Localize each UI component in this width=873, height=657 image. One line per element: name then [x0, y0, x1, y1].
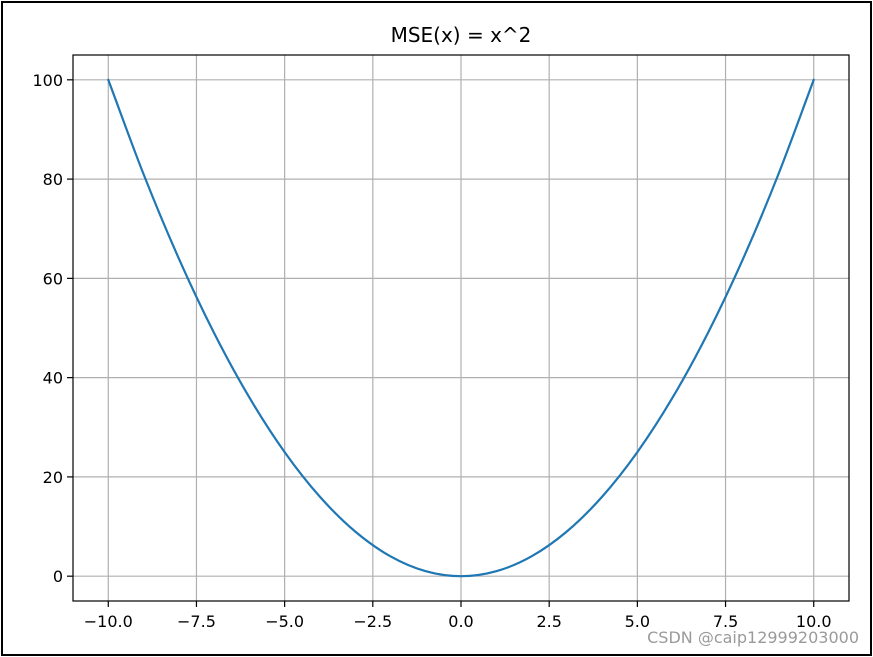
series-layer: [107, 78, 815, 578]
y-tick-label: 40: [43, 369, 63, 388]
x-tick-label: −7.5: [177, 612, 216, 631]
x-axis: −10.0 −7.5 −5.0 −2.5 0.0 2.5 5.0 7.5 10.0: [84, 601, 832, 631]
chart-title: MSE(x) = x^2: [391, 23, 532, 47]
x-tick-label: 2.5: [536, 612, 561, 631]
y-tick-label: 60: [43, 269, 63, 288]
x-tick-label: −2.5: [353, 612, 392, 631]
y-tick-label: 20: [43, 468, 63, 487]
grid: [73, 55, 849, 601]
x-tick-label: 10.0: [796, 612, 832, 631]
y-tick-label: 0: [53, 567, 63, 586]
y-axis: 0 20 40 60 80 100: [32, 71, 73, 586]
y-tick-label: 80: [43, 170, 63, 189]
x-tick-label: 0.0: [448, 612, 473, 631]
watermark-text: CSDN @caip12999203000: [647, 628, 859, 647]
series-line: [107, 78, 815, 578]
y-tick-label: 100: [32, 71, 63, 90]
x-tick-label: −10.0: [84, 612, 133, 631]
x-tick-label: −5.0: [265, 612, 304, 631]
x-tick-label: 5.0: [625, 612, 650, 631]
x-tick-label: 7.5: [713, 612, 738, 631]
